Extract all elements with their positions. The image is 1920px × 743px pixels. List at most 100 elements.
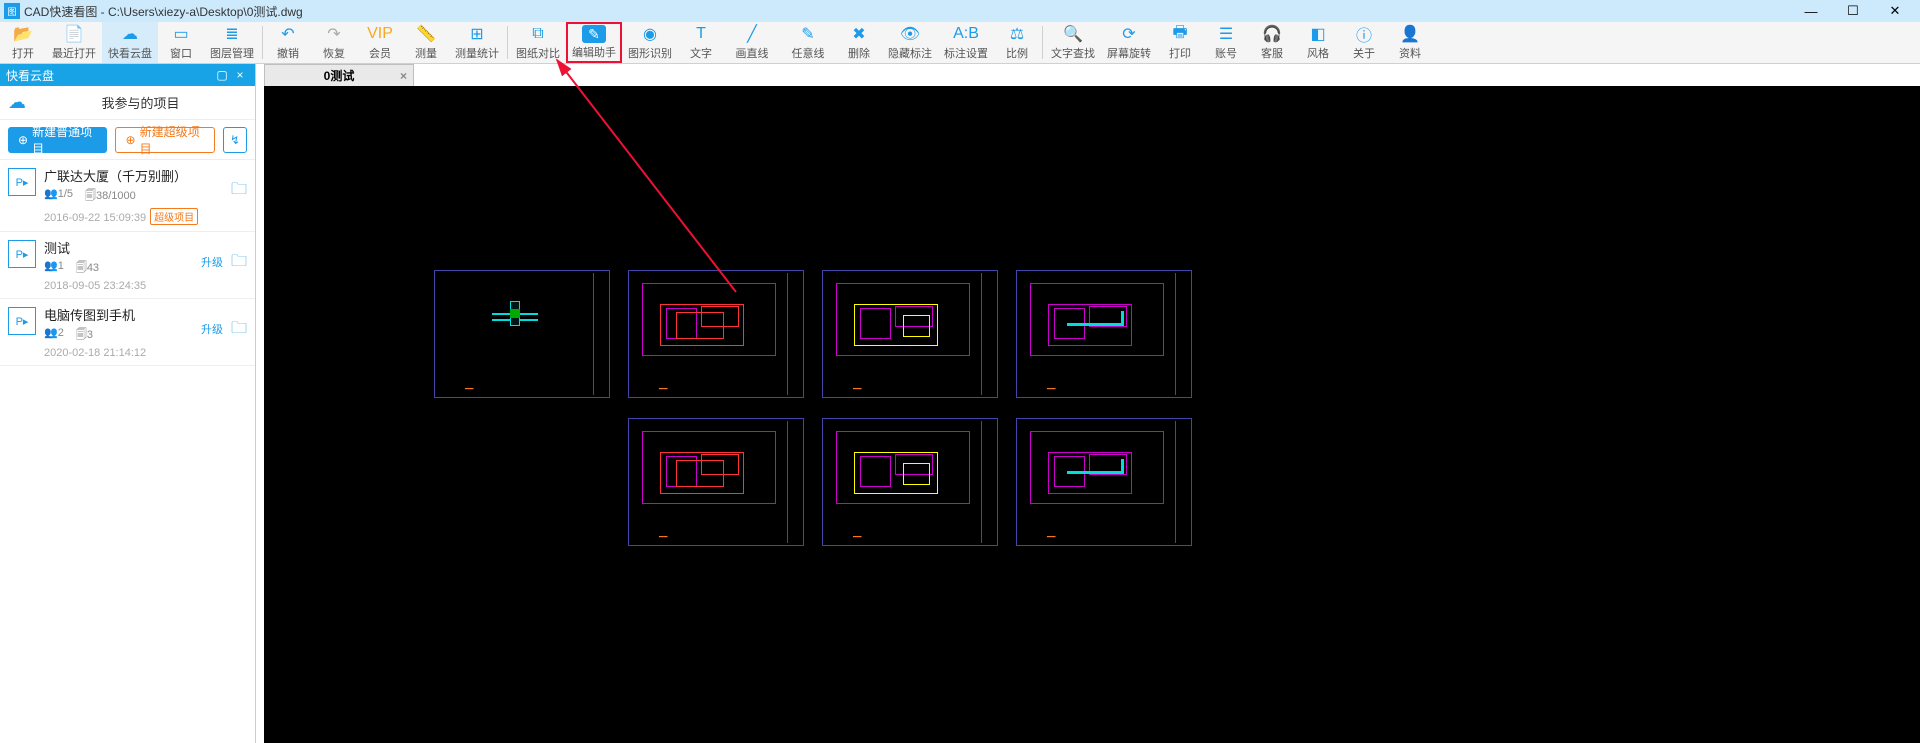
text-button[interactable]: T文字	[678, 22, 724, 63]
text-find-button[interactable]: 🔍文字查找	[1045, 22, 1101, 63]
support-label: 客服	[1261, 45, 1283, 61]
toolbar: 📂打开📄最近打开☁快看云盘▭窗口≣图层管理↶撤销↷恢复VIP会员📏测量⊞测量统计…	[0, 22, 1920, 64]
shape-rec-icon: ◉	[640, 24, 660, 44]
freeline-button[interactable]: ✎任意线	[780, 22, 836, 63]
open-icon: 📂	[13, 24, 33, 44]
project-item[interactable]: P▸电脑传图到手机👥2🗐32020-02-18 21:14:12升级🗀	[0, 299, 255, 366]
account-button[interactable]: ☰账号	[1203, 22, 1249, 63]
style-label: 风格	[1307, 45, 1329, 61]
close-button[interactable]: ✕	[1874, 0, 1916, 22]
about-button[interactable]: ⓘ关于	[1341, 22, 1387, 63]
vip-button[interactable]: VIP会员	[357, 22, 403, 63]
drawing-thumbnail[interactable]: ━━	[1016, 270, 1192, 398]
drawing-thumbnail[interactable]: ━━	[1016, 418, 1192, 546]
line-button[interactable]: ╱画直线	[724, 22, 780, 63]
tab-close-icon[interactable]: ×	[400, 69, 407, 83]
window-button[interactable]: ▭窗口	[158, 22, 204, 63]
sidebar-title: 快看云盘	[6, 67, 54, 84]
annot-set-icon: A:B	[956, 24, 976, 44]
scale-icon: ⚖	[1007, 24, 1027, 44]
sidebar-subheader: ☁ 我参与的项目	[0, 86, 255, 120]
print-label: 打印	[1169, 45, 1191, 61]
upgrade-link[interactable]: 升级	[201, 321, 223, 337]
open-button[interactable]: 📂打开	[0, 22, 46, 63]
freeline-label: 任意线	[792, 45, 825, 61]
titlebar: 图 CAD快速看图 - C:\Users\xiezy-a\Desktop\0测试…	[0, 0, 1920, 22]
print-icon: 🖶	[1170, 24, 1190, 44]
print-button[interactable]: 🖶打印	[1157, 22, 1203, 63]
text-icon: T	[691, 24, 711, 44]
rotate-icon: ⟳	[1119, 24, 1139, 44]
annot-set-button[interactable]: A:B标注设置	[938, 22, 994, 63]
project-date: 2020-02-18 21:14:12	[44, 347, 247, 359]
edit-assist-icon: ✎	[582, 25, 606, 43]
drawing-thumbnail[interactable]: ━━	[628, 418, 804, 546]
data-icon: 👤	[1400, 24, 1420, 44]
drawing-thumbnail[interactable]: ━━	[628, 270, 804, 398]
folder-icon[interactable]: 🗀	[231, 178, 247, 205]
upgrade-link[interactable]: 升级	[201, 254, 223, 270]
style-icon: ◧	[1308, 24, 1328, 44]
measure-stat-button[interactable]: ⊞测量统计	[449, 22, 505, 63]
cloud-icon: ☁	[120, 24, 140, 44]
project-item[interactable]: P▸广联达大厦（千万别删）👥1/5🗐38/10002016-09-22 15:0…	[0, 160, 255, 232]
scale-label: 比例	[1006, 45, 1028, 61]
sidebar-subtitle: 我参与的项目	[34, 93, 247, 112]
drawing-thumbnail[interactable]: ━━	[434, 270, 610, 398]
hide-annot-icon: 👁	[900, 24, 920, 44]
hide-annot-label: 隐藏标注	[888, 45, 932, 61]
plus-icon: ⊕	[18, 133, 28, 147]
cloud-icon: ☁	[8, 92, 26, 113]
text-find-label: 文字查找	[1051, 45, 1095, 61]
new-super-project-button[interactable]: ⊕ 新建超级项目	[115, 127, 216, 153]
layers-button[interactable]: ≣图层管理	[204, 22, 260, 63]
refresh-button[interactable]: ↯	[223, 127, 247, 153]
cloud-button[interactable]: ☁快看云盘	[102, 22, 158, 63]
delete-button[interactable]: ✖删除	[836, 22, 882, 63]
hide-annot-button[interactable]: 👁隐藏标注	[882, 22, 938, 63]
tab-label: 0测试	[324, 67, 355, 84]
measure-button[interactable]: 📏测量	[403, 22, 449, 63]
edit-assist-button[interactable]: ✎编辑助手	[566, 22, 622, 63]
sidebar-pin-icon[interactable]: ▢	[213, 68, 231, 82]
measure-stat-icon: ⊞	[467, 24, 487, 44]
project-icon: P▸	[8, 240, 36, 268]
style-button[interactable]: ◧风格	[1295, 22, 1341, 63]
canvas[interactable]: ━━━━━━━━━━━━━━	[264, 86, 1920, 743]
measure-icon: 📏	[416, 24, 436, 44]
drawing-thumbnail[interactable]: ━━	[822, 418, 998, 546]
folder-icon[interactable]: 🗀	[231, 250, 247, 277]
maximize-button[interactable]: ☐	[1832, 0, 1874, 22]
scale-button[interactable]: ⚖比例	[994, 22, 1040, 63]
shape-rec-button[interactable]: ◉图形识别	[622, 22, 678, 63]
rotate-label: 屏幕旋转	[1107, 45, 1151, 61]
redo-icon: ↷	[324, 24, 344, 44]
support-icon: 🎧	[1262, 24, 1282, 44]
tab-0[interactable]: 0测试 ×	[264, 64, 414, 86]
folder-icon[interactable]: 🗀	[231, 317, 247, 344]
data-button[interactable]: 👤资料	[1387, 22, 1433, 63]
layers-icon: ≣	[222, 24, 242, 44]
compare-button[interactable]: ⧉图纸对比	[510, 22, 566, 63]
new-normal-project-button[interactable]: ⊕ 新建普通项目	[8, 127, 107, 153]
recent-button[interactable]: 📄最近打开	[46, 22, 102, 63]
drawing-thumbnail[interactable]: ━━	[822, 270, 998, 398]
redo-button[interactable]: ↷恢复	[311, 22, 357, 63]
project-item[interactable]: P▸测试👥1🗐432018-09-05 23:24:35升级🗀	[0, 232, 255, 299]
layers-label: 图层管理	[210, 45, 254, 61]
undo-button[interactable]: ↶撤销	[265, 22, 311, 63]
plus-icon: ⊕	[126, 133, 136, 147]
minimize-button[interactable]: —	[1790, 0, 1832, 22]
refresh-icon: ↯	[230, 133, 240, 147]
support-button[interactable]: 🎧客服	[1249, 22, 1295, 63]
undo-icon: ↶	[278, 24, 298, 44]
project-meta: 👥1/5🗐38/1000	[44, 187, 247, 206]
sidebar-close-icon[interactable]: ×	[231, 68, 249, 82]
new-super-label: 新建超级项目	[140, 123, 204, 157]
project-icon: P▸	[8, 307, 36, 335]
rotate-button[interactable]: ⟳屏幕旋转	[1101, 22, 1157, 63]
project-date: 2018-09-05 23:24:35	[44, 280, 247, 292]
delete-icon: ✖	[849, 24, 869, 44]
project-list: P▸广联达大厦（千万别删）👥1/5🗐38/10002016-09-22 15:0…	[0, 160, 255, 366]
cloud-label: 快看云盘	[108, 45, 152, 61]
